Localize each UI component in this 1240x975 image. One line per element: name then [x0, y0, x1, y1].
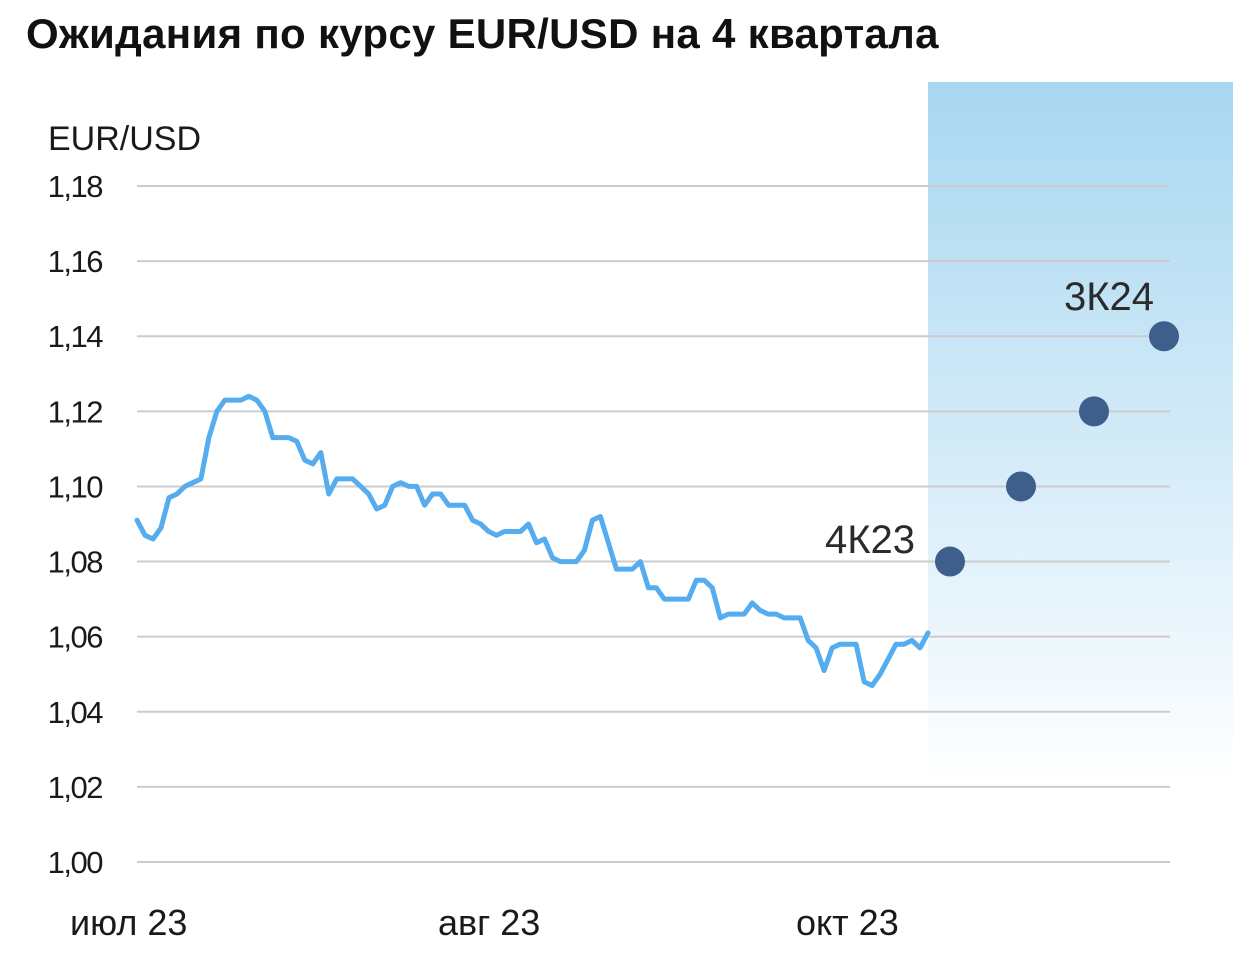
chart-title: Ожидания по курсу EUR/USD на 4 квартала — [26, 10, 939, 57]
forecast-band — [928, 82, 1233, 782]
y-tick-label: 1,18 — [48, 169, 103, 204]
forecast-point — [935, 546, 965, 577]
forecast-label-4k23: 4К23 — [825, 518, 915, 562]
x-tick-label: июл 23 — [70, 902, 187, 943]
forecast-points — [935, 321, 1179, 577]
y-tick-label: 1,02 — [48, 770, 103, 805]
forecast-point — [1006, 471, 1036, 502]
y-tick-label: 1,14 — [48, 319, 104, 354]
x-tick-label: окт 23 — [796, 902, 899, 943]
y-axis-ticks: 1,18 1,16 1,14 1,12 1,10 1,08 1,06 1,04 1,02 1,00 — [48, 169, 105, 880]
y-tick-label: 1,10 — [48, 469, 104, 504]
y-tick-label: 1,04 — [48, 695, 104, 730]
y-tick-label: 1,12 — [48, 394, 103, 429]
history-series-line — [134, 393, 931, 688]
x-tick-label: авг 23 — [438, 902, 540, 943]
y-tick-label: 1,06 — [48, 620, 103, 655]
y-tick-label: 1,16 — [48, 244, 103, 279]
forecast-point — [1149, 321, 1179, 352]
gridlines — [137, 185, 1170, 863]
forecast-label-3k24: 3К24 — [1064, 275, 1154, 319]
x-axis-ticks: июл 23 авг 23 окт 23 — [70, 902, 899, 943]
y-axis-label: EUR/USD — [48, 120, 201, 158]
y-tick-label: 1,00 — [48, 845, 104, 880]
forecast-point — [1079, 396, 1109, 427]
y-tick-label: 1,08 — [48, 545, 103, 580]
